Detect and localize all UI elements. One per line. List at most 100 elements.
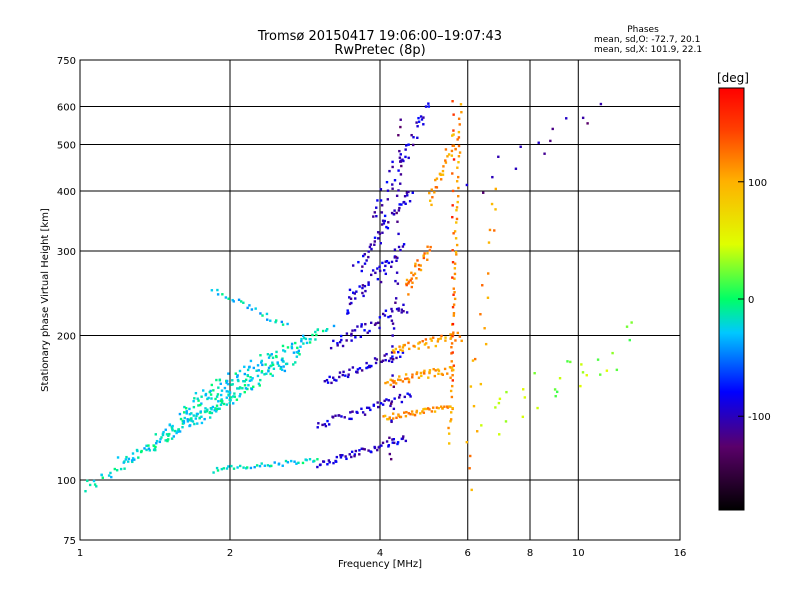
data-point [398, 156, 402, 159]
data-point [193, 422, 196, 426]
data-point [337, 414, 341, 417]
data-point [451, 305, 455, 309]
data-point [330, 381, 333, 385]
y-tick-label: 75 [63, 536, 76, 547]
data-point [303, 336, 306, 340]
data-point [553, 388, 557, 391]
data-point [452, 364, 456, 367]
data-point [411, 413, 415, 416]
data-point [399, 355, 402, 358]
data-point [280, 320, 284, 324]
data-point [155, 439, 159, 443]
data-point [569, 360, 572, 364]
data-point [101, 476, 105, 479]
data-point [185, 412, 188, 415]
data-point [269, 319, 272, 322]
data-point [472, 404, 476, 408]
data-point [457, 186, 460, 190]
data-point [425, 342, 428, 345]
data-point [214, 397, 217, 401]
data-point [161, 433, 165, 437]
data-point [390, 307, 393, 311]
data-point [216, 288, 219, 292]
data-point [434, 344, 438, 348]
data-point [254, 307, 257, 310]
data-point [199, 403, 202, 407]
y-tick-label: 200 [57, 332, 76, 343]
data-point [423, 407, 426, 411]
data-point [395, 416, 398, 419]
data-point [452, 314, 456, 317]
data-point [441, 407, 444, 410]
data-point [326, 463, 329, 466]
data-point [295, 355, 299, 358]
data-point [215, 378, 218, 382]
data-point [365, 259, 368, 262]
data-point [439, 337, 442, 340]
data-point [376, 231, 380, 234]
data-point [244, 378, 248, 381]
data-point [339, 334, 343, 338]
data-point [182, 411, 186, 414]
data-point [274, 320, 277, 324]
data-point [441, 169, 445, 173]
data-point [271, 361, 274, 364]
data-point [275, 319, 278, 322]
data-point [404, 439, 408, 443]
data-point [154, 433, 157, 436]
data-point [403, 343, 406, 347]
data-point [363, 413, 367, 416]
data-point [399, 182, 402, 185]
data-point [373, 243, 376, 246]
data-point [239, 300, 243, 303]
data-point [349, 297, 353, 300]
data-point [490, 202, 494, 206]
data-point [145, 448, 148, 452]
data-point [430, 339, 433, 342]
data-point [400, 164, 403, 168]
data-point [172, 435, 175, 438]
data-point [170, 437, 174, 440]
data-point [238, 386, 242, 389]
data-point [443, 367, 447, 371]
data-point [404, 148, 407, 151]
data-point [373, 240, 377, 243]
data-point [428, 371, 431, 375]
data-point [231, 383, 234, 386]
data-point [391, 310, 394, 313]
data-point [148, 449, 151, 452]
data-point [423, 252, 426, 255]
data-point [192, 414, 195, 417]
data-point [381, 441, 385, 445]
data-point [465, 183, 469, 187]
data-point [412, 136, 415, 139]
data-point [125, 455, 128, 459]
data-point [376, 277, 380, 281]
data-point [404, 377, 407, 381]
data-point [230, 464, 233, 468]
data-point [398, 345, 401, 348]
data-point [367, 406, 371, 410]
data-point [378, 265, 381, 269]
data-point [300, 337, 303, 341]
data-point [523, 396, 527, 399]
data-point [397, 245, 401, 249]
data-point [380, 444, 383, 447]
data-point [391, 183, 394, 186]
data-point [471, 359, 475, 362]
data-point [447, 405, 451, 408]
data-point [448, 366, 452, 369]
data-point [323, 380, 327, 383]
data-point [444, 148, 448, 151]
data-point [374, 361, 378, 365]
data-point [498, 397, 502, 401]
data-point [452, 287, 455, 290]
data-point [406, 392, 409, 395]
data-point [433, 374, 437, 378]
data-point [391, 160, 394, 164]
data-point [382, 222, 386, 225]
data-points [84, 99, 633, 493]
y-tick-label: 300 [57, 247, 76, 258]
data-point [366, 366, 370, 369]
data-point [514, 167, 518, 170]
